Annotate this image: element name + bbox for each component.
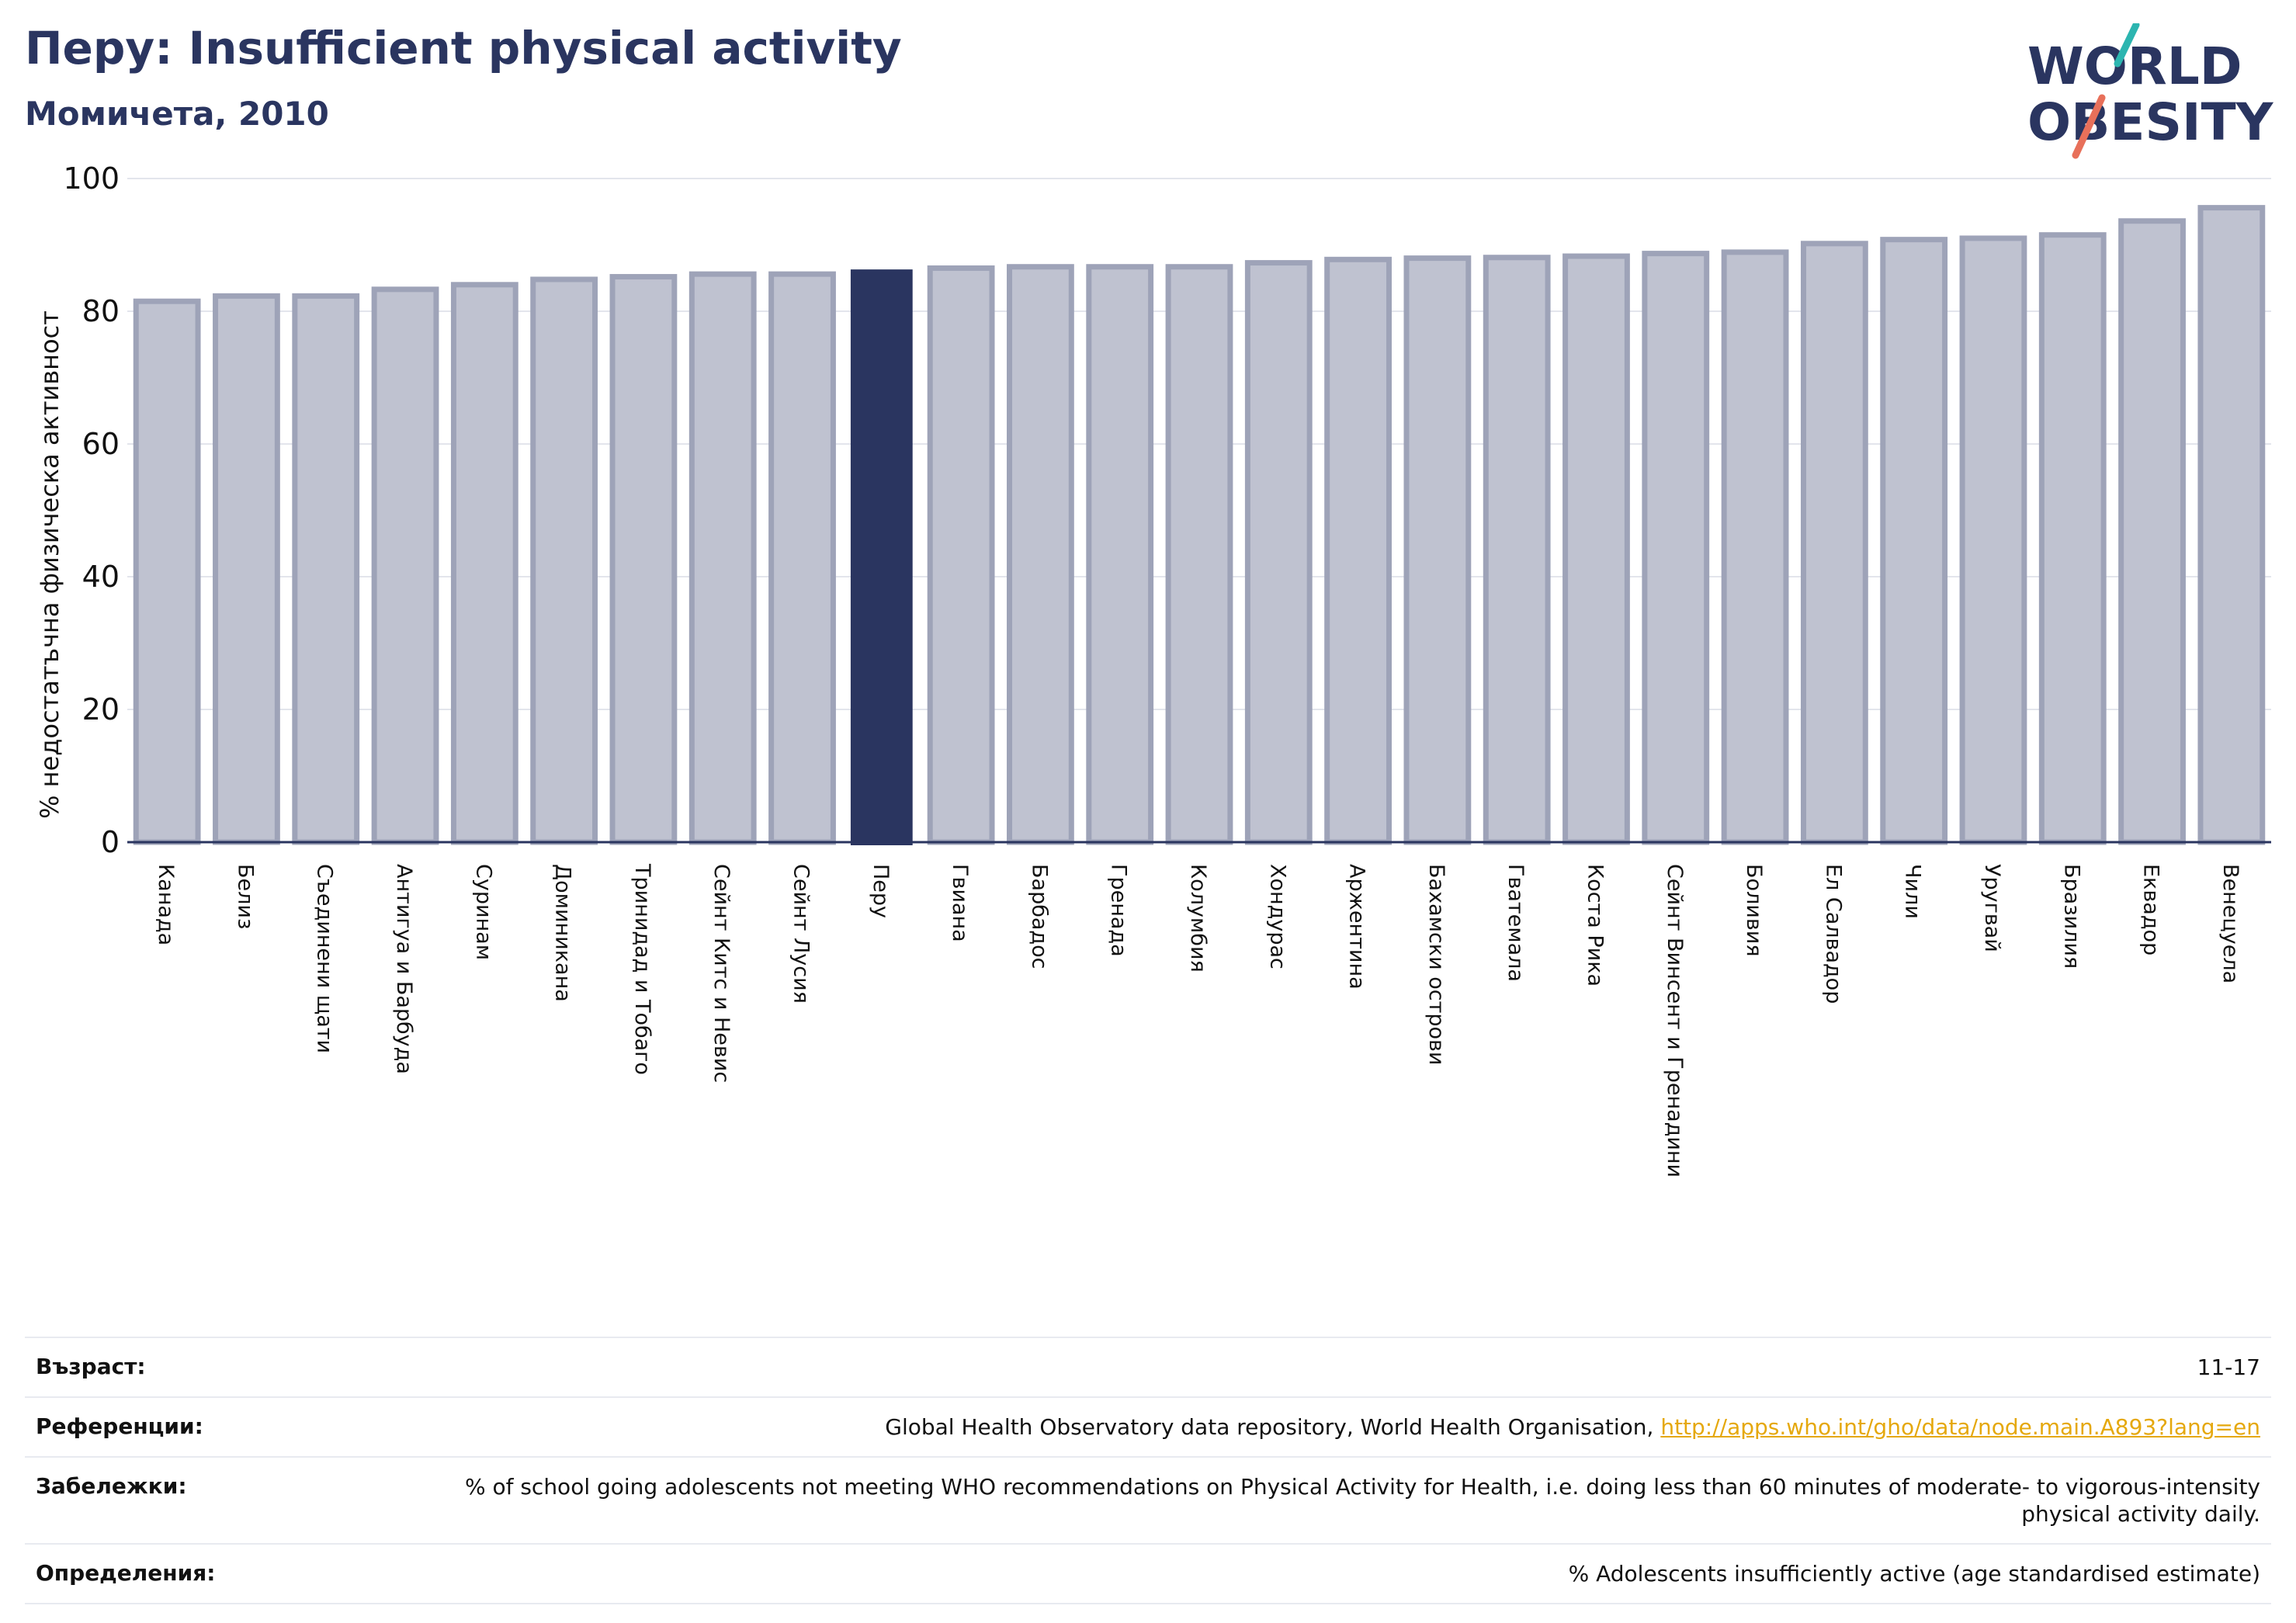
bar bbox=[927, 265, 995, 845]
bar bbox=[530, 276, 598, 845]
x-tick-label: Тринидад и Тобаго bbox=[630, 863, 654, 1075]
x-tick-label: Венецуела bbox=[2218, 864, 2242, 983]
x-tick-label: Хондурас bbox=[1265, 864, 1289, 969]
page-title: Перу: Insufficient physical activity bbox=[25, 22, 902, 75]
x-tick-label: Канада bbox=[154, 864, 178, 945]
bar bbox=[1562, 253, 1630, 845]
bars bbox=[133, 205, 2266, 845]
bar bbox=[450, 282, 519, 845]
x-tick-label: Перу bbox=[869, 864, 893, 918]
x-tick-label: Бахамски острови bbox=[1424, 864, 1448, 1065]
bar bbox=[1959, 235, 2027, 845]
references-text: Global Health Observatory data repositor… bbox=[885, 1414, 1661, 1440]
info-value-age: 11-17 bbox=[2197, 1354, 2260, 1380]
x-tick-label: Чили bbox=[1901, 864, 1925, 919]
x-tick-label: Боливия bbox=[1742, 864, 1766, 957]
bar bbox=[1165, 264, 1233, 845]
info-row-definitions: Определения: % Adolescents insufficientl… bbox=[25, 1543, 2271, 1604]
info-value-references: Global Health Observatory data repositor… bbox=[439, 1413, 2260, 1441]
x-tick-label: Аржентина bbox=[1345, 864, 1369, 990]
x-tick-label: Сейнт Лусия bbox=[789, 864, 813, 1004]
bar bbox=[1007, 264, 1074, 845]
y-tick-label: 20 bbox=[82, 692, 120, 727]
x-tick-label: Ел Салвадор bbox=[1821, 864, 1845, 1004]
x-tick-label: Антигуа и Барбуда bbox=[392, 864, 416, 1074]
logo-slash-teal bbox=[2114, 23, 2140, 68]
logo-line1: WORLD bbox=[2027, 36, 2242, 96]
info-value-definitions: % Adolescents insufficiently active (age… bbox=[1568, 1561, 2260, 1587]
x-tick-label: Еквадор bbox=[2139, 864, 2163, 955]
references-link[interactable]: http://apps.who.int/gho/data/node.main.A… bbox=[1660, 1414, 2260, 1440]
x-tick-label: Сейнт Винсент и Гренадини bbox=[1663, 864, 1687, 1177]
bar bbox=[1324, 256, 1392, 845]
world-obesity-logo: WORLD OBESITY bbox=[2027, 23, 2274, 159]
bar bbox=[2038, 232, 2107, 845]
bar bbox=[768, 271, 836, 845]
x-tick-label: Уругвай bbox=[1980, 864, 2004, 952]
tick-labels: 0 20 40 60 80 100 % недостатъчна физическа акт… bbox=[35, 161, 2242, 1177]
info-row-references: Референции: Global Health Observatory da… bbox=[25, 1396, 2271, 1456]
y-tick-label: 0 bbox=[101, 825, 120, 859]
x-tick-label: Гватемала bbox=[1503, 864, 1528, 982]
x-tick-label: Сейнт Китс и Невис bbox=[709, 864, 734, 1083]
info-table: Възраст: 11-17 Референции: Global Health… bbox=[25, 1337, 2271, 1604]
x-tick-label: Суринам bbox=[471, 864, 495, 960]
bar bbox=[1483, 255, 1551, 845]
info-label-notes: Забележки: bbox=[36, 1473, 187, 1499]
bar-highlight bbox=[850, 269, 913, 845]
x-tick-label: Белиз bbox=[233, 864, 257, 929]
y-tick-label: 100 bbox=[63, 161, 120, 196]
info-label-references: Референции: bbox=[36, 1413, 203, 1439]
info-label-definitions: Определения: bbox=[36, 1560, 216, 1586]
bar bbox=[2197, 205, 2266, 845]
logo-line2: OBESITY bbox=[2027, 92, 2274, 152]
x-tick-label: Колумбия bbox=[1186, 864, 1210, 973]
bar bbox=[1721, 249, 1789, 845]
x-tick-label: Съединени щати bbox=[313, 864, 337, 1053]
bar bbox=[1086, 264, 1154, 845]
x-tick-label: Коста Рика bbox=[1583, 864, 1607, 987]
bar bbox=[133, 298, 201, 845]
y-tick-label: 80 bbox=[82, 294, 120, 328]
bar bbox=[609, 274, 678, 845]
info-row-notes: Забележки: % of school going adolescents… bbox=[25, 1456, 2271, 1543]
info-label-age: Възраст: bbox=[36, 1354, 146, 1379]
x-tick-label: Гренада bbox=[1107, 864, 1131, 957]
x-tick-label: Барбадос bbox=[1027, 864, 1051, 969]
y-tick-label: 40 bbox=[82, 560, 120, 594]
logo-slash-coral bbox=[2072, 94, 2106, 159]
bar bbox=[1642, 251, 1710, 845]
info-row-age: Възраст: 11-17 bbox=[25, 1337, 2271, 1396]
bar bbox=[1880, 237, 1948, 845]
x-tick-label: Гвиана bbox=[948, 864, 972, 942]
bar bbox=[1244, 260, 1313, 845]
y-axis-label: % недостатъчна физическа активност bbox=[35, 310, 64, 819]
page-subtitle: Момичета, 2010 bbox=[25, 95, 329, 133]
bar bbox=[213, 293, 280, 845]
bar bbox=[1403, 255, 1472, 845]
info-value-notes: % of school going adolescents not meetin… bbox=[464, 1474, 2260, 1527]
x-tick-label: Бразилия bbox=[2059, 864, 2083, 969]
bar bbox=[1800, 241, 1868, 845]
bar bbox=[688, 271, 757, 845]
y-tick-label: 60 bbox=[82, 427, 120, 461]
bar bbox=[292, 293, 360, 845]
bar-chart: 0 20 40 60 80 100 % недостатъчна физическа акт… bbox=[35, 161, 2271, 1177]
bar bbox=[371, 286, 439, 845]
bar bbox=[2118, 218, 2186, 845]
x-tick-label: Доминикана bbox=[551, 864, 575, 1002]
